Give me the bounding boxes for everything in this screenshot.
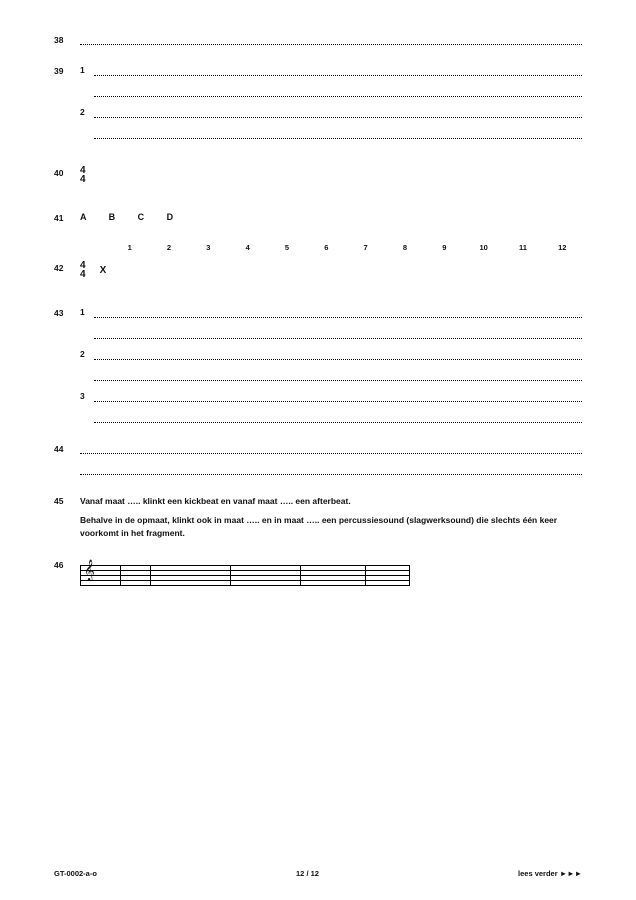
bar-numbers: 1 2 3 4 5 6 7 8 9 10 11 12 bbox=[110, 243, 582, 252]
question-number: 44 bbox=[54, 443, 80, 454]
question-number: 38 bbox=[54, 34, 80, 45]
answer-line[interactable] bbox=[80, 34, 582, 45]
answer-line[interactable] bbox=[94, 307, 582, 318]
question-number: 43 bbox=[54, 307, 80, 318]
question-text-1: Vanaf maat ….. klinkt een kickbeat en va… bbox=[80, 495, 582, 508]
mark-x: X bbox=[100, 265, 107, 276]
answer-line[interactable] bbox=[94, 86, 582, 97]
question-text-2: Behalve in de opmaat, klinkt ook in maat… bbox=[80, 514, 582, 540]
subquestion-number: 2 bbox=[80, 349, 94, 360]
footer-right: lees verder ►►► bbox=[518, 869, 582, 878]
page-footer: GT-0002-a-o 12 / 12 lees verder ►►► bbox=[54, 869, 582, 878]
answer-line[interactable] bbox=[94, 65, 582, 76]
answer-line[interactable] bbox=[80, 464, 582, 475]
question-46: 46 𝄞 bbox=[54, 559, 582, 595]
answer-line[interactable] bbox=[94, 328, 582, 339]
answer-line[interactable] bbox=[94, 349, 582, 360]
subquestion-number: 1 bbox=[80, 307, 94, 318]
question-number: 42 bbox=[54, 262, 80, 273]
answer-line[interactable] bbox=[94, 107, 582, 118]
answer-line[interactable] bbox=[94, 391, 582, 402]
subquestion-number: 3 bbox=[80, 391, 94, 402]
time-signature: 4 4 bbox=[80, 167, 86, 184]
question-45: 45 Vanaf maat ….. klinkt een kickbeat en… bbox=[54, 495, 582, 539]
answer-line[interactable] bbox=[94, 412, 582, 423]
footer-center: 12 / 12 bbox=[296, 869, 319, 878]
option-letters[interactable]: A B C D bbox=[80, 212, 183, 222]
music-staff[interactable]: 𝄞 bbox=[80, 559, 410, 595]
question-number: 41 bbox=[54, 212, 80, 223]
time-signature: 4 4 bbox=[80, 262, 86, 279]
question-number: 40 bbox=[54, 167, 80, 178]
question-43: 43 1 2 3 bbox=[54, 307, 582, 423]
subquestion-number: 2 bbox=[80, 107, 94, 118]
answer-line[interactable] bbox=[94, 370, 582, 381]
question-41: 41 A B C D bbox=[54, 212, 582, 223]
question-39: 39 1 2 bbox=[54, 65, 582, 139]
question-40: 40 4 4 bbox=[54, 167, 582, 184]
answer-line[interactable] bbox=[80, 443, 582, 454]
question-number: 39 bbox=[54, 65, 80, 76]
question-38: 38 bbox=[54, 34, 582, 45]
subquestion-number: 1 bbox=[80, 65, 94, 76]
answer-line[interactable] bbox=[94, 128, 582, 139]
timesig-bot: 4 bbox=[80, 176, 86, 185]
question-44: 44 bbox=[54, 443, 582, 475]
footer-left: GT-0002-a-o bbox=[54, 869, 97, 878]
timesig-bot: 4 bbox=[80, 271, 86, 280]
question-42-header: 1 2 3 4 5 6 7 8 9 10 11 12 bbox=[54, 243, 582, 256]
question-number: 45 bbox=[54, 495, 80, 506]
question-42: 42 4 4 X bbox=[54, 262, 582, 279]
question-number: 46 bbox=[54, 559, 80, 570]
